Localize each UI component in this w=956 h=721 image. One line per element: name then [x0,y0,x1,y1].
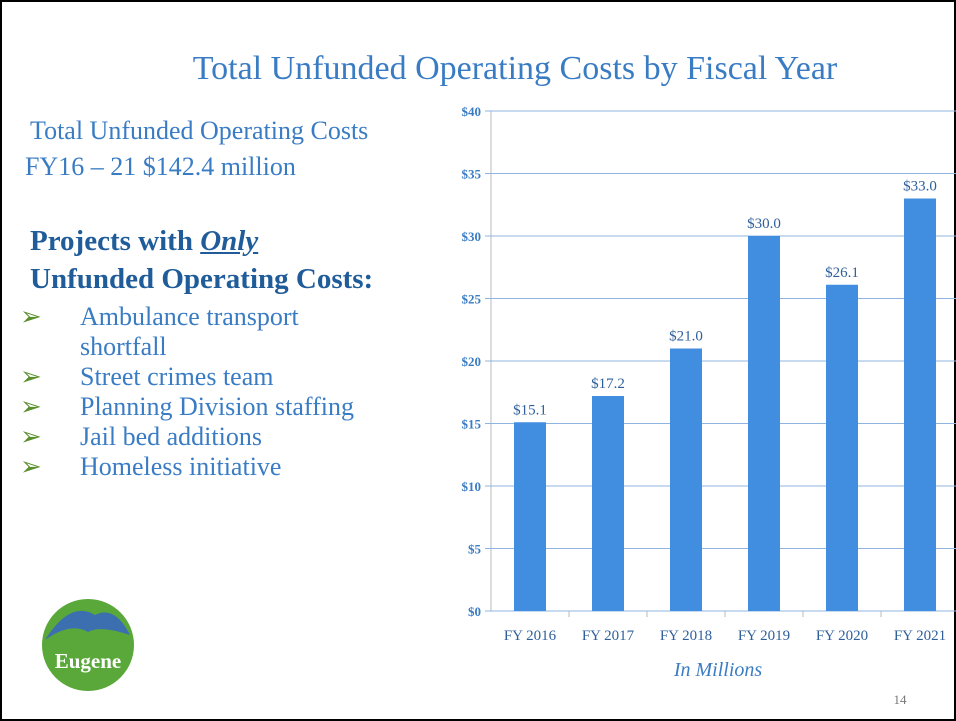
bar [826,284,858,611]
value-label: $17.2 [591,376,625,392]
x-axis-label: In Millions [673,659,763,681]
bullet-arrow: ➢ [20,362,42,391]
y-tick-label: $0 [468,604,481,619]
x-tick-label: FY 2021 [894,628,946,644]
summary-line: FY16 – 21 $142.4 million [25,152,296,181]
logo-mountain [45,610,130,640]
logo: Eugene [42,599,134,691]
bar [904,198,936,611]
heading-emphasis: Only [200,225,259,257]
y-tick-label: $40 [462,104,482,119]
x-tick-label: FY 2018 [660,628,712,644]
bullet: ➢ Street crimes team [20,362,390,392]
bullet-text: Ambulance transport shortfall [80,302,299,361]
y-tick-label: $20 [462,354,482,369]
heading: Unfunded Operating Costs: [30,263,374,295]
value-label: $26.1 [825,265,859,281]
value-label: $15.1 [513,402,547,418]
y-tick-label: $35 [462,167,482,182]
bullet-text: Homeless initiative [80,452,282,481]
bullet-arrow: ➢ [20,302,42,331]
bullet: ➢ Ambulance transport shortfall [20,302,390,362]
y-tick-label: $25 [462,292,482,307]
y-tick-label: $5 [468,542,482,557]
bullet-list: ➢ Ambulance transport shortfall ➢ Street cr… [20,302,440,482]
bullet: ➢ Homeless initiative [20,452,390,482]
bullet-arrow: ➢ [20,422,42,451]
slide-title: Total Unfunded Operating Costs by Fiscal… [193,50,838,87]
bullet-text: Jail bed additions [80,422,262,451]
heading-text: Projects with [30,225,201,257]
value-label: $30.0 [747,216,781,232]
bullet-text: Street crimes team [80,362,274,391]
value-label: $21.0 [669,329,703,345]
bullet-arrow: ➢ [20,452,42,481]
value-label: $33.0 [903,179,937,195]
bullet-text: Planning Division staffing [80,392,354,421]
logo-text: Eugene [55,649,122,673]
bullet-arrow: ➢ [20,392,42,421]
page-number: 14 [894,692,908,707]
summary-line: Total Unfunded Operating Costs [30,116,369,145]
y-tick-label: $30 [462,229,482,244]
y-tick-label: $15 [462,417,482,432]
x-tick-label: FY 2017 [582,628,635,644]
x-tick-label: FY 2019 [738,628,790,644]
heading: Projects with Only [30,225,258,258]
bullet: ➢ Planning Division staffing [20,392,390,422]
x-tick-label: FY 2016 [504,628,557,644]
x-tick-label: FY 2020 [816,628,868,644]
bar [592,396,624,611]
bar [748,236,780,611]
bar [670,348,702,611]
bullet: ➢ Jail bed additions [20,422,390,452]
y-tick-label: $10 [462,479,482,494]
bar [514,422,546,611]
